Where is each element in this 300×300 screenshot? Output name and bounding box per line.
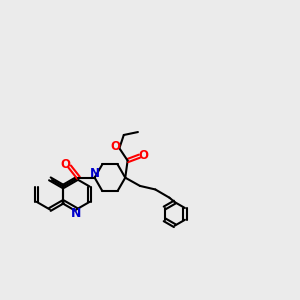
Text: N: N bbox=[90, 167, 100, 180]
Text: O: O bbox=[138, 149, 148, 162]
Text: O: O bbox=[61, 158, 71, 171]
Text: O: O bbox=[110, 140, 121, 153]
Text: N: N bbox=[71, 206, 82, 220]
